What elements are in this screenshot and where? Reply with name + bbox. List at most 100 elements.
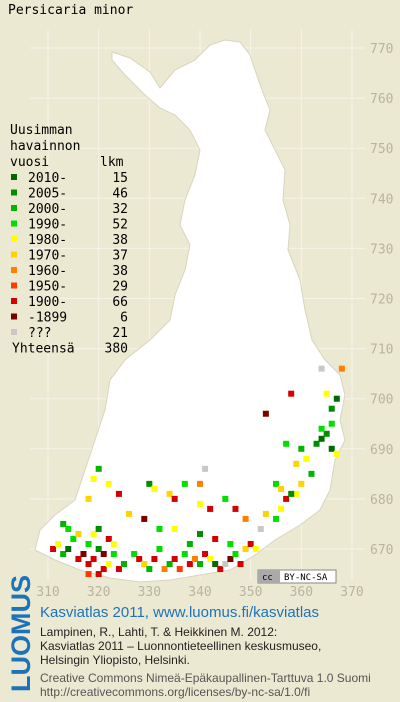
legend-count: 29: [112, 280, 128, 295]
brand: LUOMUS: [6, 575, 36, 692]
legend-count: 21: [112, 326, 128, 341]
finland-outline: [34, 39, 346, 583]
x-tick-label: 320: [87, 585, 110, 600]
license: Creative Commons Nimeä-Epäkaupallinen-Ta…: [40, 671, 371, 685]
record-square: [90, 530, 97, 537]
record-square: [283, 495, 290, 502]
y-tick-label: 690: [370, 443, 393, 458]
record-square: [166, 490, 173, 497]
record-square: [110, 540, 117, 547]
record-square: [115, 566, 122, 573]
record-square: [105, 535, 112, 542]
legend-count: 46: [112, 187, 128, 202]
record-square: [298, 445, 305, 452]
license-badge: cc BY-NC-SA: [257, 569, 337, 584]
record-square: [156, 525, 163, 532]
record-square: [115, 490, 122, 497]
legend-heading: Uusimman: [10, 123, 73, 138]
record-square: [60, 551, 67, 558]
legend-count: 38: [112, 233, 128, 248]
record-square: [95, 571, 102, 578]
record-square: [262, 410, 269, 417]
legend-heading: vuosi: [10, 155, 49, 170]
record-square: [121, 561, 127, 568]
record-square: [100, 551, 107, 558]
y-tick-label: 680: [370, 493, 393, 508]
record-square: [85, 561, 92, 568]
record-square: [151, 556, 158, 563]
y-tick-label: 730: [370, 242, 393, 257]
record-square: [85, 571, 92, 578]
species-title: Persicaria minor: [8, 3, 133, 18]
legend-label: -1899: [28, 311, 67, 326]
record-square: [85, 495, 92, 502]
badge-terms: BY-NC-SA: [284, 573, 328, 583]
record-square: [65, 546, 72, 552]
record-square: [90, 556, 97, 563]
citation: Lampinen, R., Lahti, T. & Heikkinen M. 2…: [40, 625, 277, 639]
badge-cc: cc: [262, 573, 273, 583]
y-tick-label: 710: [370, 343, 393, 358]
record-square: [60, 520, 67, 527]
legend-count: 32: [112, 202, 128, 217]
legend-count: 6: [120, 311, 128, 326]
record-square: [252, 546, 259, 552]
record-square: [222, 561, 229, 568]
record-square: [273, 480, 279, 487]
record-square: [191, 556, 198, 563]
legend-count: 37: [112, 249, 128, 264]
x-tick-label: 310: [36, 585, 59, 600]
x-tick-label: 360: [290, 585, 313, 600]
record-square: [197, 500, 203, 507]
legend-swatch: [11, 236, 17, 242]
legend-label: 2000-: [28, 202, 67, 217]
y-tick-label: 740: [370, 192, 393, 207]
record-square: [181, 480, 188, 487]
record-square: [75, 556, 82, 563]
legend-label: ???: [28, 326, 51, 341]
record-square: [75, 530, 82, 537]
record-square: [80, 551, 87, 558]
record-square: [105, 561, 112, 568]
legend-label: 1900-: [28, 295, 67, 310]
record-square: [131, 551, 138, 558]
legend-count: 15: [112, 171, 128, 186]
record-square: [95, 525, 102, 532]
citation: Helsingin Yliopisto, Helsinki.: [40, 653, 190, 667]
x-tick-label: 350: [239, 585, 262, 600]
legend-heading: havainnon: [10, 139, 80, 154]
legend-count: 38: [112, 264, 128, 279]
record-square: [85, 540, 92, 547]
record-square: [308, 470, 315, 477]
record-square: [242, 546, 249, 552]
record-square: [50, 546, 57, 552]
record-square: [283, 440, 290, 447]
record-square: [318, 435, 325, 442]
record-square: [273, 515, 279, 522]
record-square: [197, 480, 203, 487]
legend-label: 1970-: [28, 249, 67, 264]
x-tick-label: 340: [188, 585, 211, 600]
record-square: [242, 515, 249, 522]
record-square: [318, 425, 325, 432]
legend-swatch: [11, 329, 17, 335]
record-square: [237, 561, 244, 568]
record-square: [186, 561, 193, 568]
record-square: [181, 551, 188, 558]
record-square: [247, 540, 254, 547]
legend-total-label: Yhteensä: [12, 342, 75, 357]
record-square: [232, 505, 239, 512]
y-tick-label: 760: [370, 92, 393, 107]
record-square: [202, 551, 209, 558]
record-square: [262, 510, 269, 517]
record-square: [333, 450, 340, 457]
legend-swatch: [11, 298, 17, 304]
x-tick-label: 330: [138, 585, 161, 600]
record-square: [136, 556, 143, 563]
record-square: [227, 540, 234, 547]
record-square: [171, 525, 178, 532]
legend-count: 66: [112, 295, 128, 310]
record-square: [171, 495, 178, 502]
record-square: [212, 561, 219, 568]
